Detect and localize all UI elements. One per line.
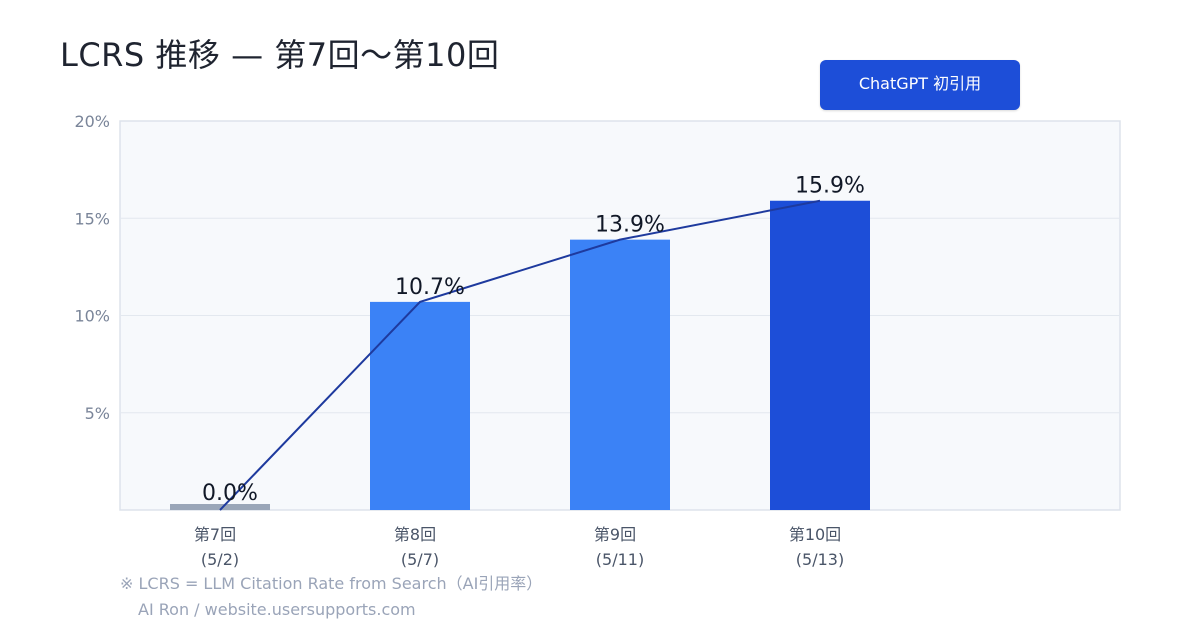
- chart-title: LCRS 推移 — 第7回〜第10回: [60, 36, 500, 74]
- bar: [770, 200, 870, 510]
- value-label: 13.9%: [595, 213, 665, 238]
- bar: [170, 504, 270, 510]
- x-tick-date: (5/2): [201, 550, 239, 569]
- x-tick-label: 第7回: [194, 525, 236, 544]
- value-label: 10.7%: [395, 275, 465, 300]
- x-tick-date: (5/7): [401, 550, 439, 569]
- footnote-credit: AI Ron / website.usersupports.com: [138, 600, 416, 619]
- x-tick-date: (5/11): [596, 550, 644, 569]
- bar: [570, 239, 670, 510]
- x-tick-label: 第8回: [394, 525, 436, 544]
- x-tick-label: 第9回: [594, 525, 636, 544]
- x-tick-label: 第10回: [789, 525, 841, 544]
- y-tick-label: 20%: [74, 112, 110, 131]
- footnote-definition: ※ LCRS = LLM Citation Rate from Search（A…: [120, 574, 543, 593]
- y-tick-label: 5%: [85, 404, 110, 423]
- bar: [370, 301, 470, 510]
- footnote: ※ LCRS = LLM Citation Rate from Search（A…: [120, 571, 820, 623]
- y-tick-label: 10%: [74, 307, 110, 326]
- x-tick-date: (5/13): [796, 550, 844, 569]
- chatgpt-first-citation-badge: ChatGPT 初引用: [820, 60, 1020, 110]
- value-label: 0.0%: [202, 481, 258, 506]
- value-label: 15.9%: [795, 174, 865, 199]
- y-tick-label: 15%: [74, 209, 110, 228]
- trend-line: [219, 199, 821, 511]
